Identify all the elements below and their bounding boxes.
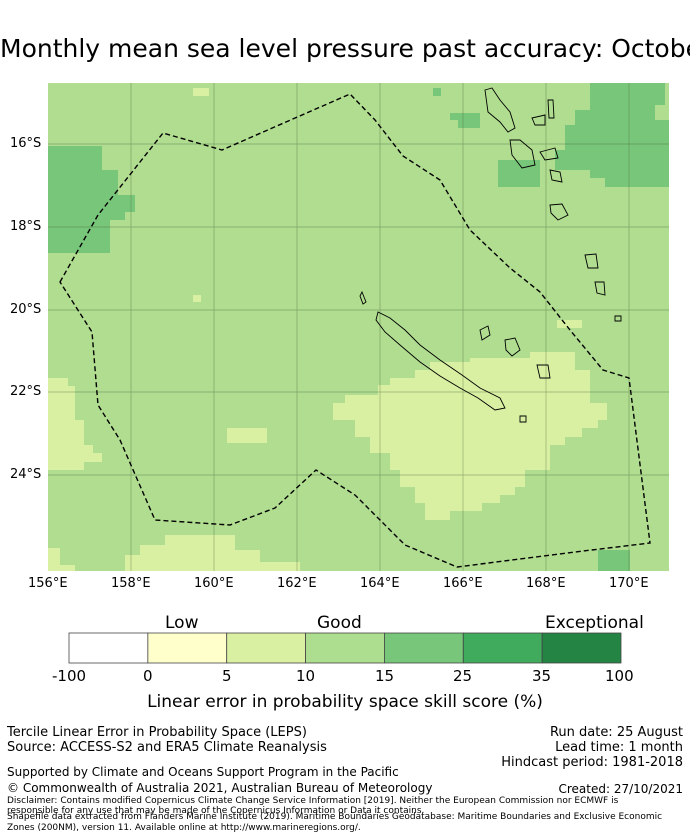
colorbar-category-good: Good [317, 613, 362, 633]
island-loyalty-1 [479, 325, 491, 341]
patch-west [48, 378, 102, 470]
colorbar-label: Linear error in probability space skill … [147, 692, 543, 712]
colorbar-category-exceptional: Exceptional [545, 613, 644, 633]
patch-north [450, 113, 480, 128]
island-vanuatu-3 [547, 99, 555, 119]
colorbar-tick-15: 15 [375, 667, 395, 685]
eez-boundary [59, 93, 651, 568]
lon-label-162e: 162°E [277, 576, 317, 591]
colorbar-tick-100: 100 [605, 667, 634, 685]
colorbar-tick-minus100: -100 [52, 667, 87, 685]
island-new-caledonia [375, 311, 506, 411]
colorbar-box-2 [226, 632, 306, 664]
patch-northeast-2 [498, 160, 540, 187]
colorbar [68, 632, 622, 664]
colorbar-tick-5: 5 [222, 667, 232, 685]
colorbar-box-3 [305, 632, 385, 664]
patch-small-mid [193, 295, 201, 302]
lat-label-24s: 24°S [10, 467, 42, 482]
colorbar-tick-35: 35 [532, 667, 552, 685]
map-gridlines [48, 83, 669, 571]
lon-label-156e: 156°E [28, 576, 68, 591]
island-vanuatu-7 [584, 253, 599, 269]
lat-label-16s: 16°S [10, 136, 42, 151]
lon-label-170e: 170°E [609, 576, 649, 591]
support-text: Supported by Climate and Oceans Support … [7, 765, 399, 779]
patch-south-west [48, 548, 75, 571]
island-vanuatu-2 [531, 114, 546, 126]
lat-label-22s: 22°S [10, 384, 42, 399]
colorbar-tick-10: 10 [296, 667, 316, 685]
lat-label-18s: 18°S [10, 219, 42, 234]
source-text: Source: ACCESS-S2 and ERA5 Climate Reana… [7, 740, 327, 755]
lon-label-158e: 158°E [111, 576, 151, 591]
patch-northwest [48, 146, 135, 253]
disclaimer-line-3: Shapefile data extracted from Flanders M… [7, 812, 663, 822]
method-text: Tercile Linear Error in Probability Spac… [7, 725, 307, 740]
lon-label-160e: 160°E [194, 576, 234, 591]
created-text: Created: 27/10/2021 [558, 782, 683, 796]
run-date-text: Run date: 25 August [549, 725, 683, 740]
disclaimer-line-2: responsible for any use that may be made… [7, 806, 425, 816]
island-new-caledonia-north [359, 290, 367, 305]
island-vanuatu-6 [549, 203, 569, 221]
island-vanuatu-5 [549, 169, 563, 183]
island-vanuatu-1 [509, 139, 536, 169]
hindcast-text: Hindcast period: 1981-2018 [501, 755, 683, 770]
colorbar-tick-0: 0 [143, 667, 153, 685]
skill-patches-25-35 [48, 83, 669, 571]
colorbar-box-5 [462, 632, 543, 664]
patch-northeast [555, 83, 669, 187]
lat-label-20s: 20°S [10, 302, 42, 317]
patch-southeast [598, 550, 630, 571]
map-title: Monthly mean sea level pressure past acc… [0, 34, 690, 63]
colorbar-box-6 [541, 632, 622, 664]
patch-small-top [193, 88, 209, 96]
patch-north-small [433, 88, 441, 96]
colorbar-box-1 [147, 632, 228, 664]
disclaimer-line-4: Zones (200NM), version 11. Available onl… [7, 823, 361, 833]
patch-south [125, 535, 300, 571]
lead-time-text: Lead time: 1 month [555, 740, 683, 755]
colorbar-box-0 [68, 632, 149, 664]
patch-center [227, 428, 267, 443]
island-vanuatu-8 [594, 281, 606, 296]
map-figure [48, 83, 669, 571]
colorbar-tick-25: 25 [453, 667, 473, 685]
island-vanuatu-north [484, 87, 516, 133]
colorbar-box-4 [384, 632, 464, 664]
skill-patches-5-10 [48, 88, 607, 571]
island-loyalty-2 [504, 337, 521, 357]
lon-label-168e: 168°E [526, 576, 566, 591]
disclaimer-line-1: Disclaimer: Contains modified Copernicus… [7, 796, 619, 806]
island-vanuatu-4 [539, 147, 559, 161]
island-loyalty-3 [536, 364, 551, 379]
island-pines [519, 415, 527, 423]
lon-label-166e: 166°E [443, 576, 483, 591]
lon-label-164e: 164°E [360, 576, 400, 591]
land-outlines [359, 87, 622, 423]
island-matthew [614, 315, 622, 322]
colorbar-category-low: Low [165, 613, 199, 633]
patch-central-south [333, 352, 607, 520]
copyright-text: © Commonwealth of Australia 2021, Austra… [7, 781, 433, 795]
